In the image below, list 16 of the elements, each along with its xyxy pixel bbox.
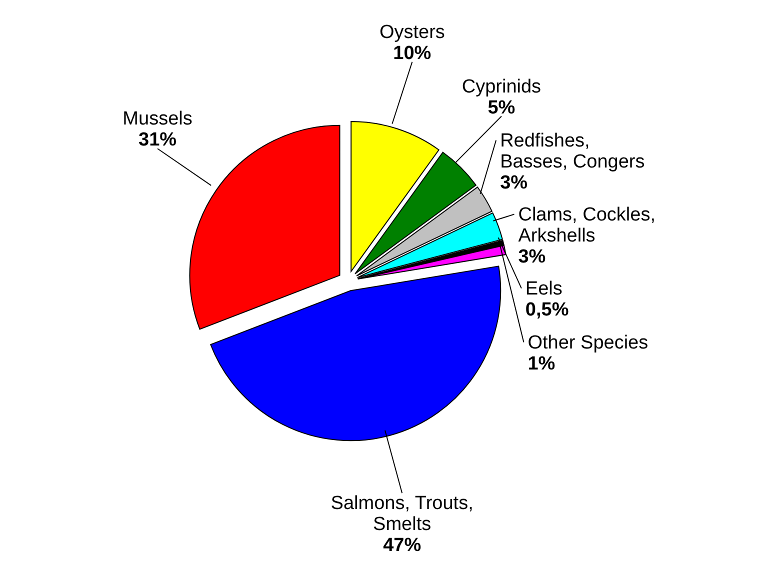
data-label: 5% bbox=[488, 97, 516, 118]
data-label: 3% bbox=[518, 246, 546, 268]
slice-label: Mussels bbox=[122, 108, 192, 130]
slice-label: Clams, Cockles, Arkshells bbox=[518, 204, 656, 246]
slice-label: Oysters bbox=[379, 22, 445, 43]
data-label: 1% bbox=[528, 353, 556, 374]
slice-label: Other Species bbox=[528, 332, 648, 354]
slice-label: Salmons, Trouts, Smelts bbox=[330, 493, 474, 536]
data-label: 10% bbox=[393, 42, 432, 64]
data-label: 3% bbox=[500, 172, 528, 194]
data-label: 47% bbox=[383, 535, 422, 556]
slice-label: Redfishes, Basses, Congers bbox=[500, 130, 645, 172]
data-label: 31% bbox=[138, 130, 177, 151]
slice-label: Cyprinids bbox=[462, 76, 542, 98]
slice-label: Eels bbox=[525, 278, 562, 300]
data-label: 0,5% bbox=[525, 299, 569, 320]
